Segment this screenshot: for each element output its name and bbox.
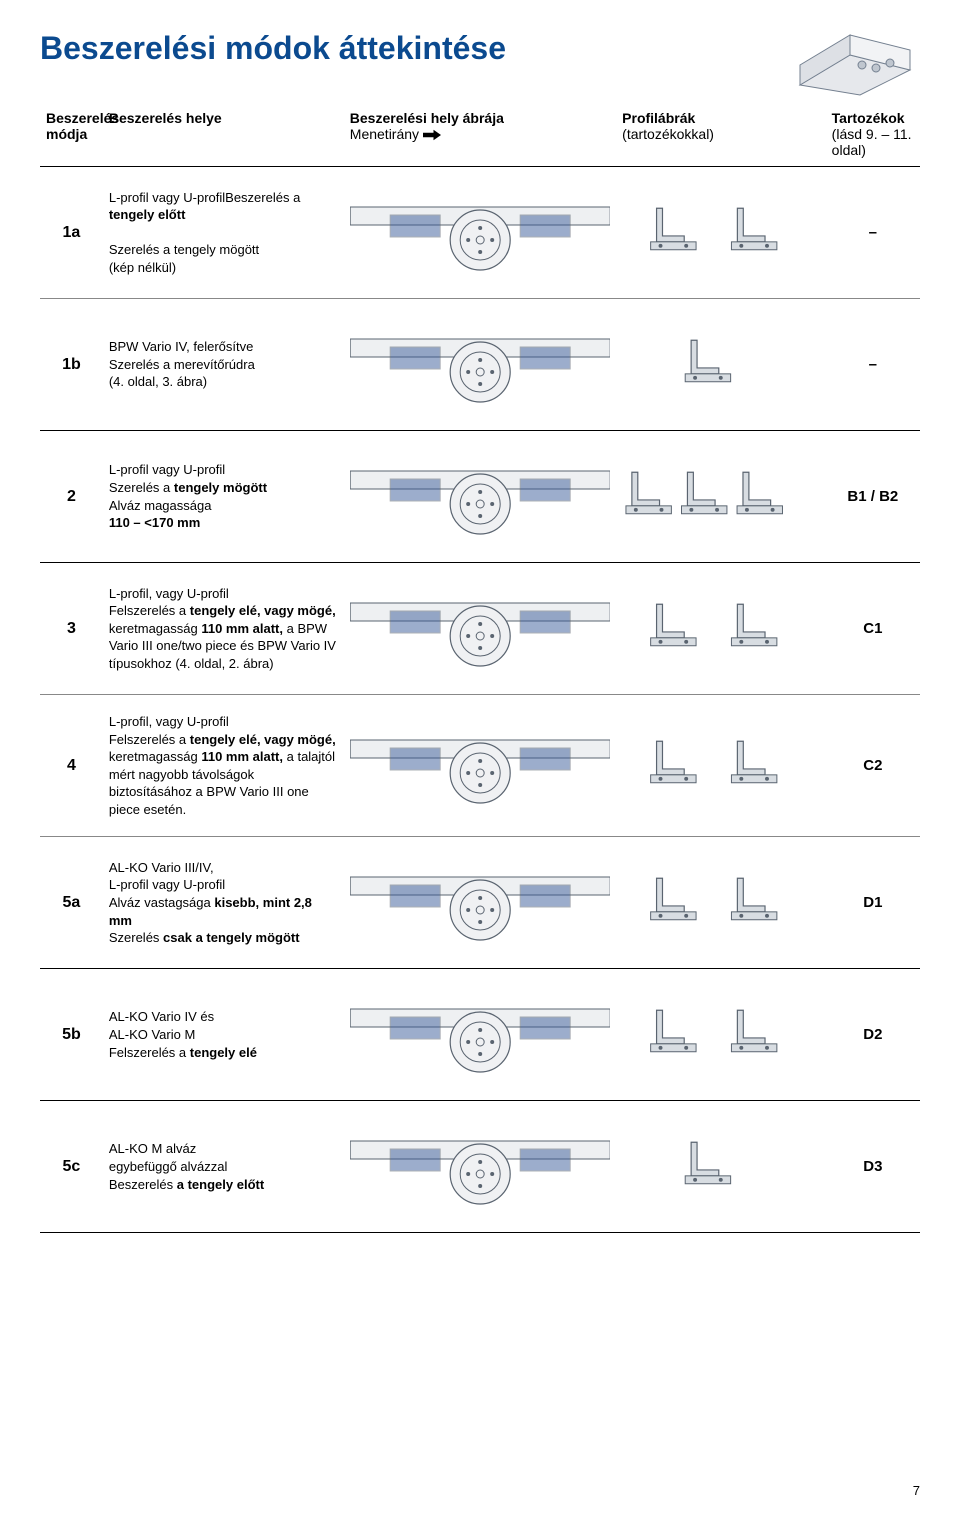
table-row: 2L-profil vagy U-profilSzerelés a tengel… [40, 431, 920, 563]
arrow-icon [423, 129, 441, 141]
diagram-cell [344, 431, 616, 563]
installation-diagram [350, 718, 610, 808]
installation-diagram [350, 1119, 610, 1209]
profile-cell [616, 837, 826, 969]
profile-diagram [622, 733, 820, 793]
mode-id: 1b [40, 299, 103, 431]
table-row: 5cAL-KO M alvázegybefüggő alvázzalBeszer… [40, 1101, 920, 1233]
accessory-code: D1 [826, 837, 920, 969]
diagram-cell [344, 1101, 616, 1233]
table-row: 3L-profil, vagy U-profilFelszerelés a te… [40, 563, 920, 695]
accessory-code: C2 [826, 695, 920, 837]
table-row: 4L-profil, vagy U-profilFelszerelés a te… [40, 695, 920, 837]
installation-description: L-profil, vagy U-profilFelszerelés a ten… [103, 695, 344, 837]
profile-cell [616, 431, 826, 563]
header-place: Beszerelés helye [103, 102, 344, 167]
profile-diagram [622, 596, 820, 656]
installation-description: L-profil vagy U-profilSzerelés a tengely… [103, 431, 344, 563]
table-row: 1bBPW Vario IV, felerősítveSzerelés a me… [40, 299, 920, 431]
profile-cell [616, 969, 826, 1101]
installation-diagram [350, 317, 610, 407]
profile-diagram [622, 332, 820, 392]
installation-diagram [350, 855, 610, 945]
mode-id: 4 [40, 695, 103, 837]
accessory-code: – [826, 299, 920, 431]
table-row: 5aAL-KO Vario III/IV,L-profil vagy U-pro… [40, 837, 920, 969]
table-row: 5bAL-KO Vario IV ésAL-KO Vario MFelszere… [40, 969, 920, 1101]
profile-cell [616, 167, 826, 299]
installation-diagram [350, 581, 610, 671]
mode-id: 5b [40, 969, 103, 1101]
installation-description: L-profil vagy U-profilBeszerelés a tenge… [103, 167, 344, 299]
mode-id: 3 [40, 563, 103, 695]
table-header-row: Beszerelés módja Beszerelés helye Beszer… [40, 102, 920, 167]
header-diagram: Beszerelési hely ábrája Menetirány [344, 102, 616, 167]
installation-diagram [350, 185, 610, 275]
header-accessories: Tartozékok (lásd 9. – 11. oldal) [826, 102, 920, 167]
profile-diagram [622, 1134, 820, 1194]
profile-cell [616, 299, 826, 431]
mode-id: 5a [40, 837, 103, 969]
mode-id: 2 [40, 431, 103, 563]
diagram-cell [344, 695, 616, 837]
mode-id: 5c [40, 1101, 103, 1233]
profile-diagram [622, 464, 820, 524]
header-mode: Beszerelés módja [40, 102, 103, 167]
profile-diagram [622, 1002, 820, 1062]
page-title: Beszerelési módok áttekintése [40, 30, 920, 67]
installation-diagram [350, 449, 610, 539]
installation-description: L-profil, vagy U-profilFelszerelés a ten… [103, 563, 344, 695]
accessory-code: D2 [826, 969, 920, 1101]
profile-cell [616, 1101, 826, 1233]
diagram-cell [344, 837, 616, 969]
profile-cell [616, 695, 826, 837]
accessory-code: B1 / B2 [826, 431, 920, 563]
installation-description: BPW Vario IV, felerősítveSzerelés a mere… [103, 299, 344, 431]
overview-table: Beszerelés módja Beszerelés helye Beszer… [40, 102, 920, 1233]
profile-diagram [622, 200, 820, 260]
diagram-cell [344, 563, 616, 695]
diagram-cell [344, 969, 616, 1101]
page-number: 7 [913, 1483, 920, 1498]
installation-description: AL-KO Vario III/IV,L-profil vagy U-profi… [103, 837, 344, 969]
accessory-code: D3 [826, 1101, 920, 1233]
installation-description: AL-KO Vario IV ésAL-KO Vario MFelszerelé… [103, 969, 344, 1101]
installation-description: AL-KO M alvázegybefüggő alvázzalBeszerel… [103, 1101, 344, 1233]
diagram-cell [344, 167, 616, 299]
table-row: 1aL-profil vagy U-profilBeszerelés a ten… [40, 167, 920, 299]
diagram-cell [344, 299, 616, 431]
installation-diagram [350, 987, 610, 1077]
header-profiles: Profilábrák (tartozékokkal) [616, 102, 826, 167]
mode-id: 1a [40, 167, 103, 299]
header-illustration [790, 25, 920, 100]
profile-cell [616, 563, 826, 695]
table-body: 1aL-profil vagy U-profilBeszerelés a ten… [40, 167, 920, 1233]
profile-diagram [622, 870, 820, 930]
accessory-code: C1 [826, 563, 920, 695]
accessory-code: – [826, 167, 920, 299]
